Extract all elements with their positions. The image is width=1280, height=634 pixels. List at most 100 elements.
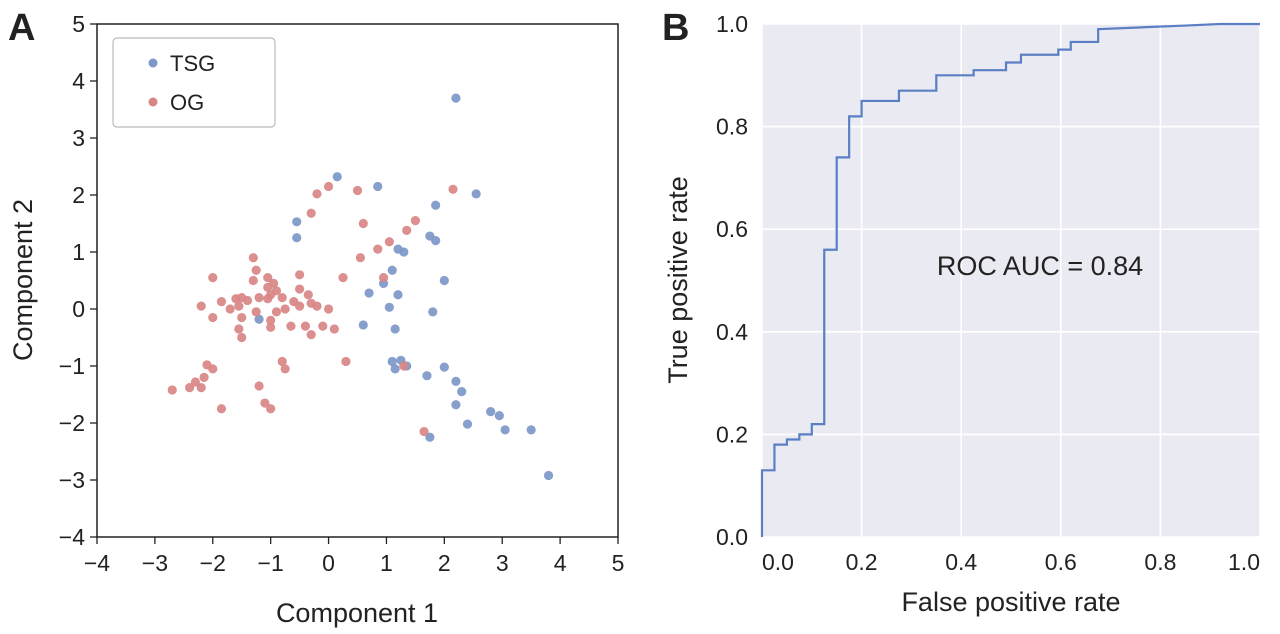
point-tsg: [364, 288, 374, 298]
point-og: [260, 398, 270, 408]
roc-x-tick-label: 0.8: [1144, 549, 1176, 575]
point-og: [280, 364, 290, 374]
scatter-x-tick-label: −2: [200, 550, 226, 576]
point-og: [295, 270, 305, 280]
point-og: [263, 273, 273, 283]
point-og: [323, 304, 334, 314]
point-tsg: [486, 407, 496, 417]
point-tsg: [431, 200, 441, 210]
point-tsg: [422, 371, 432, 381]
scatter-x-tick-label: 2: [438, 550, 451, 576]
point-og: [248, 253, 258, 263]
scatter-x-tick-label: 1: [380, 550, 393, 576]
point-og: [271, 307, 282, 317]
roc-x-tick-label: 0.2: [846, 549, 878, 575]
point-og: [329, 324, 339, 334]
scatter-x-tick-label: −1: [258, 550, 284, 576]
point-og: [419, 426, 429, 437]
point-og: [402, 225, 412, 235]
roc-y-tick-label: 0.0: [716, 524, 748, 550]
scatter-y-tick-label: −1: [59, 353, 85, 379]
point-tsg: [526, 425, 536, 435]
scatter-x-tick-label: 4: [554, 550, 567, 576]
point-og: [196, 301, 206, 311]
point-og: [237, 332, 247, 343]
scatter-y-tick-label: −2: [59, 410, 85, 436]
point-og: [323, 181, 334, 192]
point-og: [251, 307, 261, 317]
point-og: [231, 294, 241, 304]
point-tsg: [332, 172, 342, 182]
scatter-y-tick-label: 4: [72, 68, 85, 94]
point-og: [373, 244, 383, 254]
point-og: [185, 383, 195, 393]
point-og: [234, 324, 244, 334]
roc-plot-area: [762, 24, 1260, 537]
point-og: [190, 377, 201, 387]
point-tsg: [451, 376, 461, 386]
point-tsg: [494, 410, 504, 421]
scatter-ticks: −4 −3 −2 −1 0 1 2 3 4 5 −4 −3 −2 −1 0 1 2 3 4 5: [59, 11, 625, 576]
point-og: [286, 321, 296, 331]
point-og: [355, 253, 365, 263]
point-tsg: [439, 362, 449, 372]
point-og: [266, 404, 276, 414]
roc-y-tick-label: 0.8: [716, 114, 748, 140]
point-tsg: [292, 233, 302, 243]
roc-auc-annotation: ROC AUC = 0.84: [937, 251, 1143, 281]
scatter-x-axis-label: Component 1: [276, 598, 438, 628]
point-tsg: [384, 302, 394, 312]
point-tsg: [373, 181, 383, 192]
point-og: [263, 282, 273, 292]
point-og: [280, 304, 290, 314]
scatter-x-tick-label: 3: [496, 550, 509, 576]
point-tsg: [425, 432, 435, 442]
scatter-y-tick-label: 1: [72, 239, 85, 265]
point-tsg: [390, 364, 400, 374]
point-tsg: [431, 236, 441, 246]
point-tsg: [387, 265, 397, 275]
point-og: [306, 330, 316, 340]
panel-b-letter: B: [662, 7, 689, 49]
point-og: [338, 273, 348, 283]
scatter-y-tick-label: 0: [72, 296, 85, 322]
scatter-x-tick-label: −3: [142, 550, 168, 576]
roc-y-axis-label: True positive rate: [663, 176, 693, 384]
point-og: [234, 301, 244, 311]
point-og: [167, 385, 177, 395]
scatter-x-tick-label: −4: [84, 550, 110, 576]
scatter-y-tick-label: −4: [59, 524, 85, 550]
legend-marker-og: [148, 97, 158, 107]
roc-ticks: 0.0 0.2 0.4 0.6 0.8 1.0 0.0 0.2 0.4 0.6 0.8 1.0: [716, 11, 1260, 575]
scatter-y-tick-label: 5: [72, 11, 85, 37]
point-og: [318, 321, 328, 331]
scatter-y-axis-label: Component 2: [8, 199, 38, 361]
legend-label-og: OG: [170, 90, 204, 115]
panel-a-letter: A: [8, 7, 35, 49]
point-tsg: [292, 217, 302, 227]
point-og: [352, 185, 363, 196]
point-tsg: [451, 400, 461, 410]
panel-a: A −4 −3 −2 −1 0 1 2 3 4 5 −4 −3 −2 −1 0 1 2 3 4 5 Component…: [8, 7, 624, 628]
point-og: [341, 356, 351, 367]
point-og: [254, 381, 264, 391]
roc-x-tick-label: 0.6: [1045, 549, 1077, 575]
point-og: [254, 293, 264, 303]
point-og: [266, 315, 276, 325]
point-tsg: [254, 314, 264, 324]
point-og: [216, 296, 227, 307]
scatter-y-tick-label: −3: [59, 467, 85, 493]
point-tsg: [451, 93, 461, 103]
point-og: [303, 290, 313, 300]
point-tsg: [399, 247, 409, 257]
point-og: [208, 364, 218, 374]
point-tsg: [457, 387, 467, 397]
roc-curve: [760, 22, 1260, 537]
roc-y-tick-label: 0.4: [716, 319, 748, 345]
scatter-points: [167, 93, 554, 481]
point-og: [295, 284, 305, 294]
point-tsg: [358, 320, 368, 330]
point-og: [251, 265, 261, 275]
point-og: [199, 372, 209, 382]
